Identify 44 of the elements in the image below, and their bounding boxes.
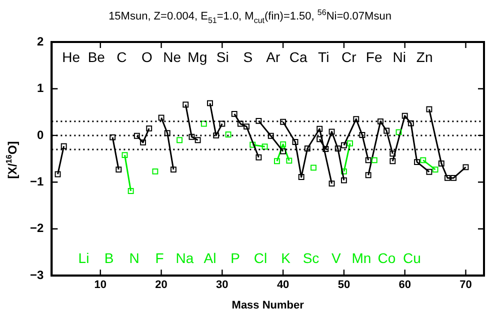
y-tick-label: 2 bbox=[36, 34, 44, 48]
annotation: F bbox=[155, 250, 164, 266]
annotation: Ca bbox=[289, 49, 308, 66]
annotation: N bbox=[129, 250, 140, 266]
y-tick-label: 0 bbox=[36, 128, 44, 142]
annotation: P bbox=[230, 250, 240, 266]
annotation: Ti bbox=[318, 49, 330, 66]
annotation: O bbox=[141, 49, 152, 66]
annotation: Be bbox=[88, 49, 106, 66]
annotation: Zn bbox=[416, 49, 433, 66]
x-tick-label: 30 bbox=[216, 279, 228, 292]
annotation: Al bbox=[204, 250, 216, 266]
chart-title: 15Msun, Z=0.004, E$_{51}$=1.0, M$_{cut}$(fin)=1.50, $^{56}$Ni=0.07Msun bbox=[108, 8, 392, 25]
x-tick-label: 70 bbox=[460, 279, 472, 292]
y-tick-label: −2 bbox=[30, 221, 44, 236]
annotation: S bbox=[243, 49, 253, 66]
annotation: Cr bbox=[341, 49, 357, 66]
x-tick-label: 50 bbox=[338, 279, 350, 292]
annotation: Cl bbox=[254, 250, 268, 266]
annotation: Co bbox=[378, 250, 396, 266]
annotation: Sc bbox=[302, 250, 320, 266]
annotation: B bbox=[104, 250, 114, 266]
annotation: Ne bbox=[163, 49, 182, 66]
annotation: Li bbox=[78, 250, 90, 266]
annotation: Ni bbox=[392, 49, 406, 66]
x-tick-label: 20 bbox=[155, 279, 168, 292]
annotation: Mn bbox=[352, 250, 372, 266]
y-tick-label: 1 bbox=[36, 81, 44, 96]
y-tick-label: −1 bbox=[30, 174, 44, 188]
y-tick-label: −3 bbox=[30, 268, 44, 282]
annotation: Cu bbox=[403, 250, 421, 266]
annotation: C bbox=[116, 49, 127, 66]
annotation: He bbox=[62, 49, 80, 66]
x-axis-title: Mass Number bbox=[232, 299, 305, 312]
annotation: K bbox=[281, 250, 292, 266]
annotation: V bbox=[332, 250, 342, 266]
annotation: Fe bbox=[366, 49, 382, 66]
annotation: Si bbox=[216, 49, 229, 66]
x-tick-label: 10 bbox=[94, 279, 107, 292]
annotation: Ar bbox=[266, 49, 280, 66]
annotation: Na bbox=[176, 250, 194, 266]
x-tick-label: 40 bbox=[276, 279, 290, 292]
x-tick-label: 60 bbox=[398, 279, 411, 292]
annotation: Mg bbox=[188, 49, 208, 66]
